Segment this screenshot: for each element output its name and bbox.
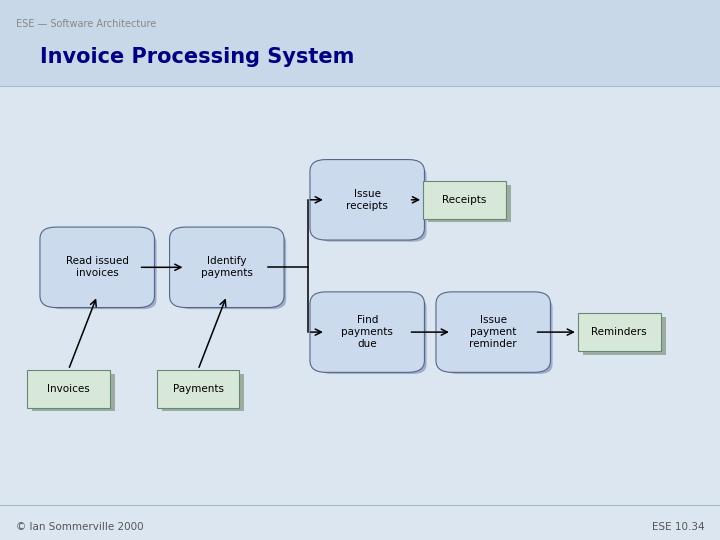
Text: ESE 10.34: ESE 10.34: [652, 522, 704, 531]
FancyBboxPatch shape: [48, 233, 157, 309]
FancyBboxPatch shape: [310, 292, 425, 373]
FancyBboxPatch shape: [0, 0, 720, 86]
FancyBboxPatch shape: [178, 233, 287, 309]
Text: Receipts: Receipts: [442, 195, 487, 205]
Text: Invoices: Invoices: [47, 384, 90, 394]
Text: Read issued
invoices: Read issued invoices: [66, 256, 129, 278]
FancyBboxPatch shape: [157, 370, 239, 408]
FancyBboxPatch shape: [40, 227, 155, 308]
Text: Issue
receipts: Issue receipts: [346, 189, 388, 211]
FancyBboxPatch shape: [423, 181, 505, 219]
FancyBboxPatch shape: [444, 298, 553, 374]
Text: Invoice Processing System: Invoice Processing System: [40, 46, 354, 67]
Text: Identify
payments: Identify payments: [201, 256, 253, 278]
Text: Find
payments
due: Find payments due: [341, 315, 393, 349]
FancyBboxPatch shape: [577, 313, 661, 351]
FancyBboxPatch shape: [436, 292, 551, 373]
FancyBboxPatch shape: [428, 185, 511, 222]
FancyBboxPatch shape: [32, 374, 115, 411]
FancyBboxPatch shape: [162, 374, 245, 411]
Text: © Ian Sommerville 2000: © Ian Sommerville 2000: [16, 522, 143, 531]
FancyBboxPatch shape: [310, 160, 425, 240]
Text: Payments: Payments: [173, 384, 223, 394]
Text: Reminders: Reminders: [591, 327, 647, 337]
FancyBboxPatch shape: [318, 298, 426, 374]
Text: ESE — Software Architecture: ESE — Software Architecture: [16, 19, 156, 29]
FancyBboxPatch shape: [318, 165, 426, 241]
FancyBboxPatch shape: [27, 370, 109, 408]
FancyBboxPatch shape: [170, 227, 284, 308]
FancyBboxPatch shape: [583, 317, 665, 355]
Text: Issue
payment
reminder: Issue payment reminder: [469, 315, 517, 349]
